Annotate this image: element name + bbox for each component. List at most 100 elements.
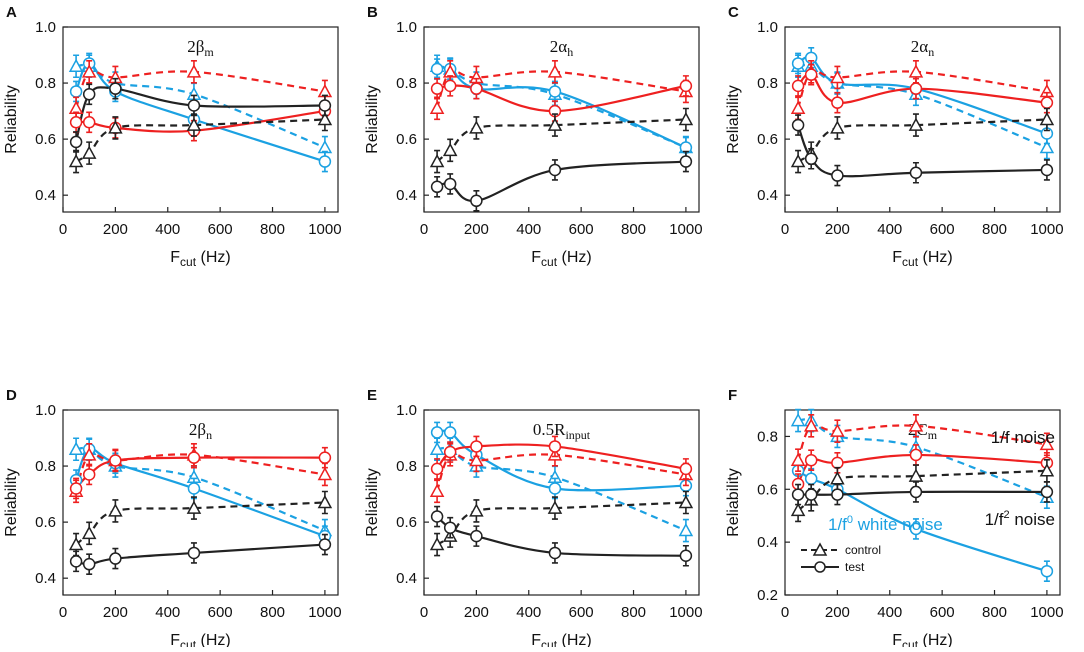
note-red-noise: 1/f noise (991, 428, 1055, 447)
data-point-test-red (430, 462, 444, 476)
data-point-control-black (429, 153, 445, 168)
data-point-test-red (187, 451, 201, 464)
data-point-control-blue (790, 413, 806, 427)
y-tick-label: 0.8 (396, 75, 417, 92)
panel-letter: E (367, 387, 377, 404)
panel-title: 2βn (189, 420, 212, 442)
data-point-test-black (318, 538, 332, 551)
x-tick-label: 800 (621, 604, 646, 621)
x-tick-label: 1000 (669, 604, 702, 621)
y-tick-label: 0.8 (35, 458, 56, 475)
data-point-control-black (678, 111, 694, 126)
legend: control test (801, 542, 881, 574)
y-tick-label: 0.4 (396, 570, 417, 587)
plot-frame (784, 409, 1061, 596)
data-point-control-black (547, 500, 563, 514)
data-point-test-blue (430, 426, 444, 439)
data-point-test-black (82, 88, 96, 101)
data-point-control-black (317, 111, 333, 126)
x-tick-label: 800 (260, 604, 285, 621)
data-point-test-black (443, 521, 457, 534)
data-point-test-red (548, 440, 562, 453)
panel-letter: D (6, 387, 17, 404)
data-point-control-black (908, 468, 924, 482)
data-point-control-black (830, 471, 845, 485)
x-tick-label: 1000 (1030, 604, 1063, 621)
panel-title: 2αn (911, 37, 934, 59)
data-point-test-black (470, 194, 483, 208)
panel-title: 0.5Rinput (533, 420, 591, 442)
y-tick-label: 0.4 (35, 570, 56, 587)
data-point-control-red (81, 447, 97, 461)
data-point-test-red (443, 445, 457, 459)
data-point-test-black (109, 552, 122, 565)
data-point-control-red (790, 100, 806, 115)
data-point-test-black (430, 180, 444, 194)
data-point-control-blue (1039, 139, 1055, 154)
series-line-control-black (436, 501, 686, 546)
x-axis-label: Fcut (Hz) (531, 249, 591, 269)
data-point-control-black (108, 503, 123, 517)
plot-frame (62, 409, 339, 596)
data-point-test-black (187, 546, 201, 560)
data-point-test-blue (804, 472, 818, 485)
legend-circle-icon (814, 561, 826, 573)
panel-letter: F (728, 387, 737, 404)
plot-frame (62, 26, 339, 213)
x-tick-label: 800 (982, 604, 1007, 621)
y-tick-label: 1.0 (35, 19, 56, 36)
y-tick-label: 0.8 (757, 75, 778, 92)
y-tick-label: 0.6 (396, 131, 417, 148)
data-point-control-black (1039, 111, 1055, 126)
data-point-control-red (429, 100, 445, 115)
x-axis-label: Fcut (Hz) (892, 249, 952, 269)
data-point-control-black (469, 503, 484, 517)
panel-letter: B (367, 4, 378, 21)
data-point-test-red (679, 79, 693, 93)
x-tick-label: 400 (516, 221, 541, 238)
x-tick-label: 1000 (669, 221, 702, 238)
data-point-control-red (803, 418, 819, 432)
x-tick-label: 0 (59, 604, 67, 621)
data-point-control-blue (68, 58, 84, 72)
data-point-test-red (1040, 96, 1054, 109)
series-line-control-black (75, 118, 325, 163)
data-point-test-blue (318, 155, 332, 168)
y-tick-label: 1.0 (396, 402, 417, 419)
x-tick-label: 400 (155, 604, 180, 621)
x-tick-label: 1000 (308, 604, 341, 621)
x-tick-label: 400 (877, 221, 902, 238)
data-point-control-red (81, 64, 97, 78)
data-point-test-black (909, 166, 923, 180)
data-point-test-black (791, 488, 805, 501)
data-point-test-black (804, 488, 818, 501)
data-point-test-black (1040, 485, 1054, 499)
data-point-test-blue (548, 85, 562, 98)
x-tick-label: 400 (516, 604, 541, 621)
data-point-test-black (791, 118, 805, 132)
data-point-control-red (830, 423, 845, 437)
panel-letter: C (728, 4, 739, 21)
data-point-test-blue (187, 482, 201, 495)
note-white-noise: 1/f0 white noise (828, 514, 943, 534)
x-tick-label: 600 (930, 604, 955, 621)
legend-triangle-icon (812, 542, 828, 556)
data-point-control-black (108, 120, 123, 134)
data-point-control-red (317, 466, 333, 481)
data-point-test-red (82, 116, 96, 129)
data-point-test-blue (791, 57, 805, 70)
x-tick-label: 800 (260, 221, 285, 238)
data-point-test-black (69, 555, 83, 568)
y-tick-label: 0.2 (757, 587, 778, 604)
x-tick-label: 200 (103, 221, 128, 238)
y-tick-label: 0.4 (35, 187, 56, 204)
data-point-test-black (318, 99, 332, 112)
panel-e: E 0.5Rinput 0 200 400 600 800 1000 0.4 0.6 0.8 1.0 F… (364, 387, 703, 652)
x-tick-label: 0 (420, 221, 428, 238)
y-axis-label: Reliability (364, 85, 381, 153)
data-point-control-black (790, 502, 806, 517)
x-axis-label: Fcut (Hz) (892, 632, 952, 647)
data-point-test-red (443, 79, 457, 93)
series-line-control-red (436, 69, 687, 109)
series-line-control-red (75, 69, 326, 109)
